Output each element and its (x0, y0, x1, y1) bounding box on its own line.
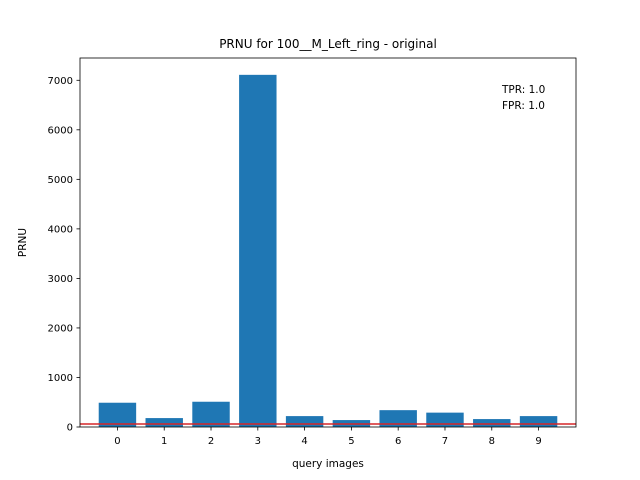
y-tick-label: 0 (67, 423, 73, 434)
y-tick-label: 3000 (48, 274, 73, 285)
x-tick-label: 3 (255, 436, 261, 447)
y-tick-label: 1000 (48, 373, 73, 384)
x-tick-label: 7 (442, 436, 448, 447)
bar-0 (98, 402, 137, 427)
tpr-annotation: TPR: 1.0 (501, 84, 545, 96)
bars-group (98, 74, 558, 427)
y-tick-label: 6000 (48, 125, 73, 136)
y-tick-label: 7000 (48, 76, 73, 87)
x-tick-label: 8 (489, 436, 495, 447)
x-tick-label: 4 (301, 436, 307, 447)
x-tick-label: 2 (208, 436, 214, 447)
x-tick-label: 9 (535, 436, 541, 447)
bar-4 (285, 416, 324, 427)
x-axis: 0 1 2 3 4 5 6 7 8 9 (114, 427, 542, 447)
y-tick-label: 5000 (48, 175, 73, 186)
x-tick-label: 0 (114, 436, 120, 447)
y-tick-label: 4000 (48, 224, 73, 235)
bar-1 (145, 418, 183, 427)
bar-2 (192, 401, 230, 427)
bar-6 (379, 410, 417, 427)
fpr-annotation: FPR: 1.0 (502, 100, 545, 112)
x-tick-label: 1 (161, 436, 167, 447)
plot-frame (79, 57, 577, 428)
bar-8 (473, 419, 511, 427)
bar-3 (239, 74, 277, 427)
y-axis-label: PRNU (17, 228, 29, 257)
x-axis-label: query images (292, 458, 364, 470)
x-tick-label: 5 (348, 436, 354, 447)
y-axis: 0 1000 2000 3000 4000 5000 6000 7000 (48, 76, 80, 434)
x-tick-label: 6 (395, 436, 401, 447)
y-tick-label: 2000 (48, 324, 73, 335)
chart-title: PRNU for 100__M_Left_ring - original (219, 37, 437, 51)
bar-7 (426, 412, 464, 427)
bar-9 (519, 416, 558, 427)
